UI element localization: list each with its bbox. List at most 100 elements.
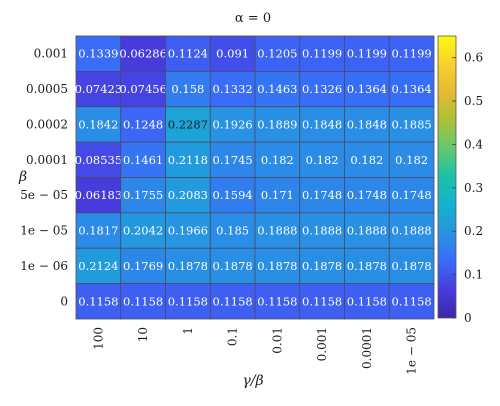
heatmap-cell <box>254 106 301 143</box>
cell-value-label: 0.1755 <box>123 188 163 202</box>
heatmap-cell <box>75 106 122 143</box>
heatmap-cell <box>254 212 301 249</box>
heatmap-cell <box>344 247 390 285</box>
cell-value-label: 0.1158 <box>302 294 342 308</box>
heatmap-cell <box>209 70 256 108</box>
cell-value-label: 0.182 <box>306 153 339 167</box>
heatmap-cell <box>344 177 390 214</box>
cell-value-label: 0.2083 <box>168 188 208 202</box>
cell-value-label: 0.1205 <box>257 47 297 61</box>
heatmap-cell <box>254 283 301 320</box>
cell-value-label: 0.1878 <box>302 259 342 273</box>
y-tick-label: 5e − 05 <box>20 188 68 202</box>
cell-value-label: 0.1966 <box>168 224 208 238</box>
x-tick-label: 100 <box>91 327 105 350</box>
cell-value-label: 0.182 <box>350 153 383 167</box>
colorbar-tick-label: 0.2 <box>464 224 483 238</box>
y-tick-label: 0.0002 <box>26 117 68 131</box>
chart-title: α = 0 <box>235 11 271 26</box>
cell-value-label: 0.1463 <box>257 82 297 96</box>
colorbar-tick-label: 0.5 <box>464 94 483 108</box>
x-tick-label: 0.01 <box>270 327 284 354</box>
heatmap-cell <box>388 283 435 320</box>
cell-value-label: 0.1745 <box>213 153 253 167</box>
cell-value-label: 0.171 <box>261 188 294 202</box>
cell-value-label: 0.1158 <box>347 294 387 308</box>
heatmap-cell <box>254 141 301 178</box>
heatmap-cell <box>388 70 435 108</box>
heatmap-cell <box>254 247 301 285</box>
cell-value-label: 0.08535 <box>75 153 123 167</box>
cell-value-label: 0.1842 <box>78 117 118 131</box>
heatmap-cell <box>209 283 256 320</box>
x-tick-label: 10 <box>136 327 150 342</box>
heatmap-cell <box>388 212 435 249</box>
cell-value-label: 0.182 <box>261 153 294 167</box>
x-tick-label: 1e − 05 <box>405 327 419 375</box>
cell-value-label: 0.06183 <box>75 188 123 202</box>
cell-value-label: 0.1199 <box>392 47 432 61</box>
cell-value-label: 0.1199 <box>347 47 387 61</box>
y-tick-label: 0.001 <box>34 47 68 61</box>
colorbar-tick-label: 0 <box>464 311 472 325</box>
heatmap-cell <box>388 247 435 285</box>
heatmap-cell <box>165 212 211 249</box>
heatmap-cell <box>344 141 390 178</box>
cell-value-label: 0.1339 <box>78 47 118 61</box>
x-tick-label: 1 <box>181 327 195 335</box>
heatmap-cell <box>165 141 211 178</box>
cell-value-label: 0.1888 <box>302 224 342 238</box>
cell-value-label: 0.1926 <box>213 117 253 131</box>
cell-value-label: 0.185 <box>216 224 249 238</box>
heatmap-cell <box>209 177 256 214</box>
heatmap-cell <box>299 247 345 285</box>
cell-value-label: 0.2042 <box>123 224 163 238</box>
cell-value-label: 0.1748 <box>347 188 387 202</box>
cell-value-label: 0.1817 <box>78 224 118 238</box>
heatmap-cell <box>165 106 211 143</box>
cell-value-label: 0.1878 <box>347 259 387 273</box>
heatmap-cell <box>165 283 211 320</box>
y-tick-label: 0 <box>60 294 68 308</box>
y-tick-label: 0.0005 <box>26 82 68 96</box>
cell-value-label: 0.06286 <box>119 47 167 61</box>
heatmap-cell <box>120 106 166 143</box>
cell-value-label: 0.1248 <box>123 117 163 131</box>
cell-value-label: 0.091 <box>216 47 249 61</box>
colorbar-ticks: 0 0.1 0.2 0.3 0.4 0.5 0.6 <box>452 51 483 325</box>
cell-value-label: 0.1885 <box>392 117 432 131</box>
cell-value-label: 0.1878 <box>213 259 253 273</box>
colorbar-tick-label: 0.4 <box>464 137 483 151</box>
cell-value-label: 0.1748 <box>302 188 342 202</box>
cell-value-label: 0.1326 <box>302 82 342 96</box>
cell-value-label: 0.1158 <box>213 294 253 308</box>
heatmap-cell <box>120 70 166 108</box>
cell-value-label: 0.1888 <box>392 224 432 238</box>
cell-value-label: 0.1748 <box>392 188 432 202</box>
cell-value-label: 0.1878 <box>168 259 208 273</box>
y-tick-label: 0.0001 <box>26 153 68 167</box>
cell-value-label: 0.1364 <box>392 82 432 96</box>
colorbar <box>437 35 457 319</box>
heatmap-cell <box>299 35 345 72</box>
cell-value-label: 0.1888 <box>347 224 387 238</box>
x-tick-label: 0.1 <box>226 327 240 346</box>
heatmap-cell <box>209 141 256 178</box>
heatmap-cell <box>120 35 166 72</box>
heatmap-cell <box>165 247 211 285</box>
heatmap-cell <box>299 212 345 249</box>
cell-value-label: 0.1769 <box>123 259 163 273</box>
heatmap-cell <box>299 106 345 143</box>
cell-value-label: 0.1158 <box>78 294 118 308</box>
cell-value-label: 0.1158 <box>123 294 163 308</box>
x-tick-label: 0.001 <box>315 327 329 361</box>
cell-value-label: 0.1889 <box>257 117 297 131</box>
heatmap-cell <box>388 106 435 143</box>
heatmap-cell <box>75 247 122 285</box>
heatmap-cell <box>388 177 435 214</box>
y-tick-label: 1e − 06 <box>20 259 68 273</box>
cell-value-label: 0.07423 <box>75 82 123 96</box>
heatmap-cell <box>165 35 211 72</box>
x-tick-label: 0.0001 <box>360 327 374 369</box>
y-tick-label: 1e − 05 <box>20 224 68 238</box>
